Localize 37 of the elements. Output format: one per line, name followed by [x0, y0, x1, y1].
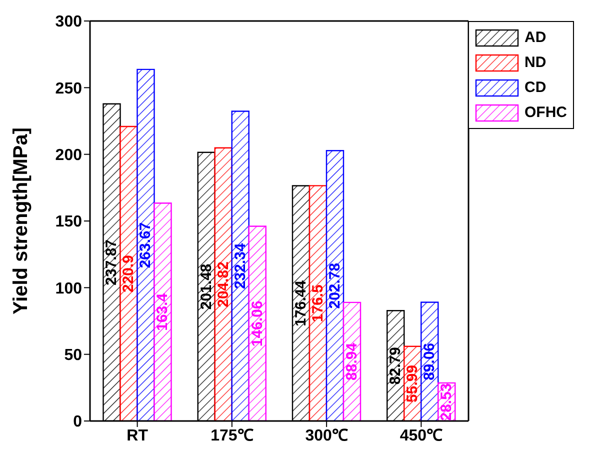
data-label: 204.82	[214, 262, 232, 308]
y-tick-label: 200	[55, 147, 82, 164]
data-label: 82.79	[387, 347, 404, 385]
legend-label: CD	[524, 79, 546, 96]
y-tick-label: 150	[55, 214, 82, 231]
data-label: 55.99	[404, 364, 422, 402]
y-tick-label: 50	[64, 347, 82, 364]
y-tick-label: 0	[73, 414, 82, 431]
data-label: 220.9	[120, 254, 138, 293]
data-label: 232.34	[232, 242, 249, 290]
bar	[136, 68, 155, 421]
data-label: 88.94	[343, 342, 360, 380]
x-tick-label: 175℃	[210, 427, 254, 444]
legend-label: ND	[524, 54, 546, 71]
y-tick-label: 250	[55, 80, 82, 98]
legend-label: AD	[524, 29, 546, 46]
bar	[231, 110, 250, 421]
bar	[248, 226, 266, 421]
data-label: 201.48	[198, 264, 215, 310]
data-label: 146.06	[248, 300, 266, 347]
bar	[326, 150, 344, 421]
x-tick-label: 450℃	[400, 427, 443, 444]
data-label: 89.06	[421, 342, 438, 380]
data-label: 163.4	[154, 292, 172, 331]
x-tick-label: RT	[126, 427, 148, 444]
data-label: 263.67	[137, 222, 154, 268]
x-tick-label: 300℃	[305, 427, 348, 444]
data-label: 176.5	[309, 284, 326, 322]
data-label: 176.44	[292, 280, 310, 326]
data-label: 202.78	[326, 262, 344, 309]
bar	[154, 202, 172, 421]
y-axis-title: Yield strength[MPa]	[10, 127, 32, 315]
legend-label: OFHC	[524, 104, 567, 121]
data-label: 28.53	[438, 383, 456, 421]
data-label: 237.87	[103, 239, 120, 286]
y-tick-label: 300	[55, 14, 82, 31]
y-tick-label: 100	[55, 280, 82, 298]
